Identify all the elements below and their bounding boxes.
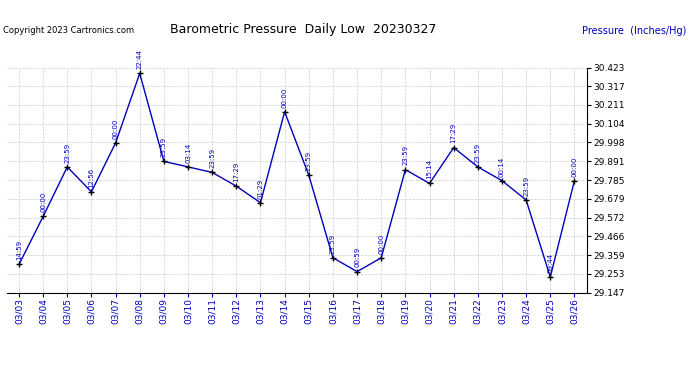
Text: Pressure  (Inches/Hg): Pressure (Inches/Hg) xyxy=(582,26,687,36)
Text: 23:59: 23:59 xyxy=(161,137,167,157)
Text: 23:59: 23:59 xyxy=(523,176,529,196)
Text: 23:59: 23:59 xyxy=(306,151,312,171)
Text: 23:59: 23:59 xyxy=(209,148,215,168)
Text: 23:59: 23:59 xyxy=(330,234,336,254)
Text: 17:29: 17:29 xyxy=(233,162,239,182)
Text: 00:00: 00:00 xyxy=(378,233,384,254)
Text: 00:00: 00:00 xyxy=(112,118,119,139)
Text: 00:00: 00:00 xyxy=(282,87,288,108)
Text: 09:44: 09:44 xyxy=(547,253,553,273)
Text: 00:00: 00:00 xyxy=(571,156,578,177)
Text: 03:14: 03:14 xyxy=(185,142,191,163)
Text: 12:56: 12:56 xyxy=(88,168,95,188)
Text: Barometric Pressure  Daily Low  20230327: Barometric Pressure Daily Low 20230327 xyxy=(170,22,437,36)
Text: Copyright 2023 Cartronics.com: Copyright 2023 Cartronics.com xyxy=(3,26,135,35)
Text: 01:29: 01:29 xyxy=(257,178,264,198)
Text: 23:59: 23:59 xyxy=(64,142,70,163)
Text: 00:14: 00:14 xyxy=(499,156,505,177)
Text: 00:59: 00:59 xyxy=(354,247,360,267)
Text: 23:59: 23:59 xyxy=(475,142,481,163)
Text: 00:00: 00:00 xyxy=(40,192,46,212)
Text: 23:59: 23:59 xyxy=(402,146,408,165)
Text: 17:29: 17:29 xyxy=(451,123,457,144)
Text: 15:14: 15:14 xyxy=(426,159,433,179)
Text: 22:44: 22:44 xyxy=(137,50,143,69)
Text: 14:59: 14:59 xyxy=(16,240,22,260)
